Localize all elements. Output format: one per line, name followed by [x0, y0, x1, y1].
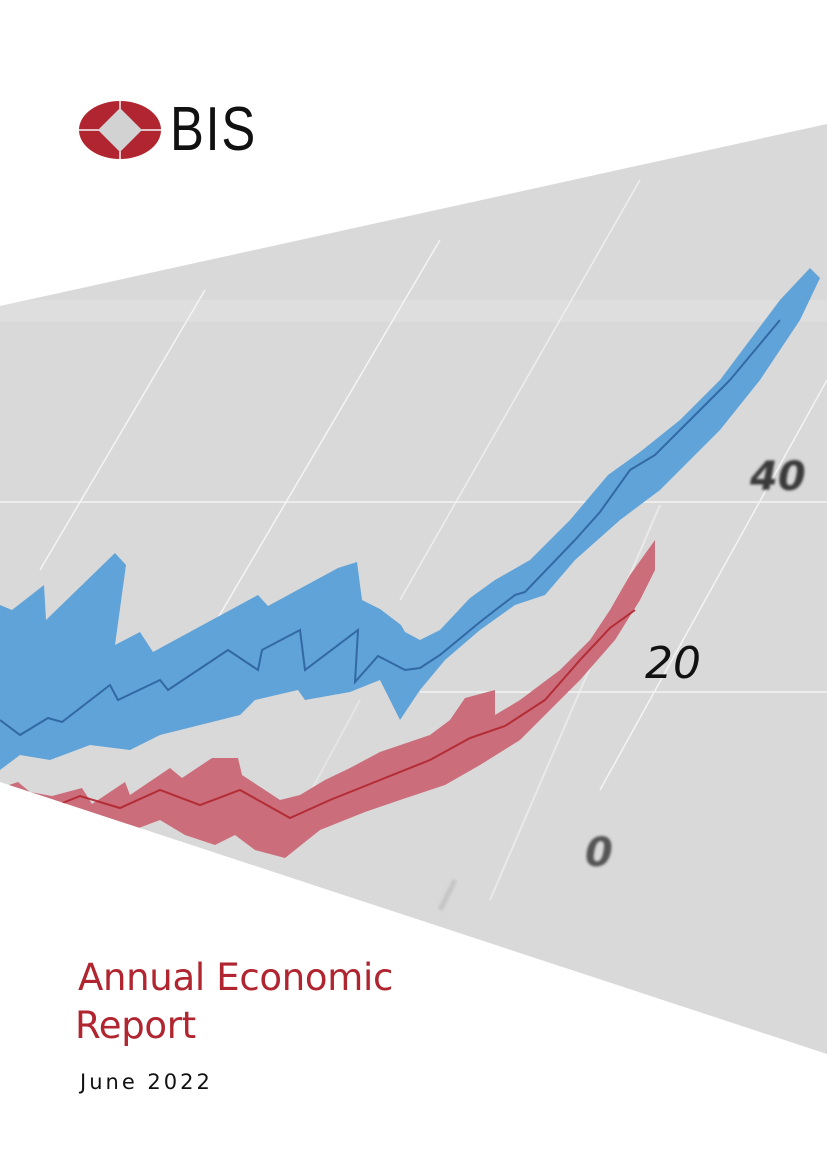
gray-panel	[0, 124, 827, 1054]
blue-line	[0, 319, 781, 737]
title-line-2: Report	[75, 1004, 196, 1047]
red-line	[0, 609, 636, 820]
report-title: Annual Economic Report	[75, 954, 393, 1050]
axis-label-20: 20	[645, 638, 701, 689]
logo-wordmark: BIS	[170, 95, 257, 164]
bis-logo-icon	[78, 100, 162, 160]
report-date: June 2022	[80, 1070, 213, 1094]
title-line-1: Annual Economic	[78, 956, 393, 999]
axis-label-40: 40	[749, 454, 806, 500]
axis-label-0: 0	[585, 830, 613, 876]
red-band	[0, 540, 655, 858]
blue-band	[0, 268, 820, 770]
bis-logo: BIS	[78, 95, 276, 164]
